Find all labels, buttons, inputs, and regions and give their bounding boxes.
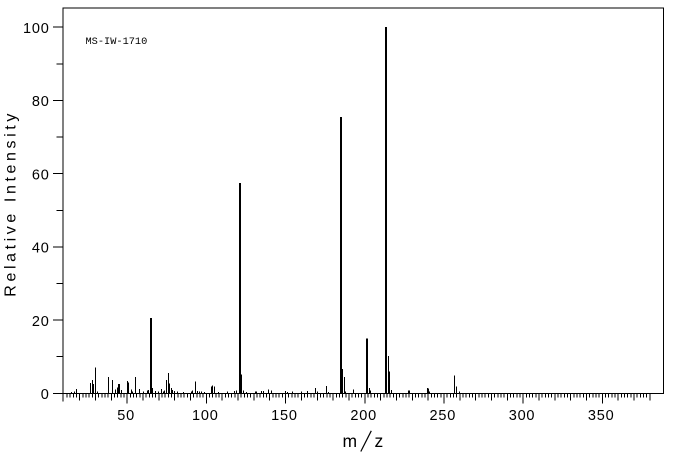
svg-text:MS-IW-1710: MS-IW-1710 xyxy=(86,36,148,48)
svg-text:20: 20 xyxy=(32,314,50,330)
svg-text:250: 250 xyxy=(430,408,457,424)
svg-text:Relative Intensity: Relative Intensity xyxy=(3,110,20,297)
svg-text:300: 300 xyxy=(509,408,536,424)
svg-text:0: 0 xyxy=(41,387,50,403)
svg-text:200: 200 xyxy=(350,408,377,424)
svg-text:50: 50 xyxy=(117,408,135,424)
svg-text:40: 40 xyxy=(32,241,50,257)
svg-text:z: z xyxy=(375,431,384,451)
svg-text:150: 150 xyxy=(271,408,298,424)
svg-text:m: m xyxy=(343,431,358,451)
svg-text:60: 60 xyxy=(32,167,50,183)
svg-text:350: 350 xyxy=(588,408,615,424)
svg-text:100: 100 xyxy=(23,21,50,37)
svg-text:80: 80 xyxy=(32,94,50,110)
svg-text:100: 100 xyxy=(192,408,219,424)
